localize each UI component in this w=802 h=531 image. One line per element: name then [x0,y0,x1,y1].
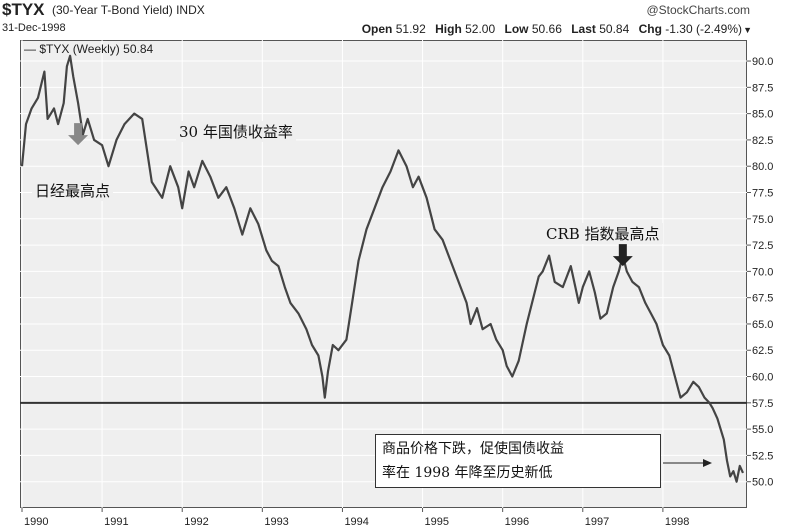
open-label: Open [361,22,393,36]
series-line [20,54,745,483]
crb-peak-label: CRB 指数最高点 [543,223,663,244]
y-tick-label: 67.5 [752,293,773,305]
open-value: 51.92 [395,22,426,36]
legend: — $TYX (Weekly) 50.84 [24,42,154,56]
arrow-markers [68,123,633,267]
x-tick-label: 1991 [104,516,128,528]
crb-peak-arrow-icon [612,244,633,267]
bond-yield-label: 30 年国债收益率 [176,121,296,142]
x-tick-label: 1994 [344,516,368,528]
chg-value: -1.30 (-2.49%) [665,22,742,36]
high-label: High [435,22,462,36]
callout-arrowhead [703,459,712,467]
last-label: Last [571,22,596,36]
y-tick-label: 85.0 [752,109,773,121]
y-tick-label: 80.0 [752,161,773,173]
last-value: 50.84 [599,22,630,36]
y-tick-label: 52.5 [752,450,773,462]
y-tick-label: 65.0 [752,319,773,331]
x-axis: 1990 1991 1992 1993 1994 1995 1996 1997 1998 [21,508,689,528]
y-tick-label: 77.5 [752,187,773,199]
x-tick-label: 1998 [665,516,689,528]
y-tick-label: 72.5 [752,240,773,252]
low-value: 50.66 [531,22,562,36]
x-tick-label: 1996 [505,516,529,528]
y-tick-label: 90.0 [752,56,773,68]
x-tick-label: 1990 [24,516,48,528]
y-tick-label: 55.0 [752,424,773,436]
high-value: 52.00 [465,22,496,36]
y-tick-label: 62.5 [752,345,773,357]
y-tick-label: 75.0 [752,214,773,226]
japan-peak-label: 日经最高点 [32,180,114,201]
y-tick-label: 87.5 [752,82,773,94]
x-tick-label: 1993 [264,516,288,528]
chart-header: $TYX (30-Year T-Bond Yield) INDX 31-Dec-… [0,0,802,40]
y-tick-label: 57.5 [752,398,773,410]
japan-peak-arrow-icon [68,123,89,146]
y-tick-label: 82.5 [752,135,773,147]
low-label: Low [504,22,529,36]
callout-line-2: 率在 1998 年降至历史新低 [382,465,553,481]
dropdown-icon[interactable]: ▼ [743,25,752,35]
source-logo[interactable]: @StockCharts.com [646,3,750,17]
y-tick-label: 50.0 [752,477,773,489]
chg-label: Chg [638,22,662,36]
symbol-name: (30-Year T-Bond Yield) INDX [52,3,205,17]
legend-text: $TYX (Weekly) 50.84 [39,42,154,56]
x-tick-label: 1995 [425,516,449,528]
callout-line-1: 商品价格下跌，促使国债收益 [382,441,564,457]
chart-date: 31-Dec-1998 [2,22,66,34]
y-axis: 90.0 87.5 85.0 82.5 80.0 77.5 75.0 72.5 70.0 67.5… [747,56,773,489]
quote-bar: Open 51.92 High 52.00 Low 50.66 Last 50.… [362,22,742,36]
x-tick-label: 1992 [184,516,208,528]
y-tick-label: 60.0 [752,372,773,384]
callout-box: 商品价格下跌，促使国债收益 率在 1998 年降至历史新低 [375,434,661,488]
symbol: $TYX [2,0,45,19]
x-tick-label: 1997 [585,516,609,528]
y-tick-label: 70.0 [752,266,773,278]
